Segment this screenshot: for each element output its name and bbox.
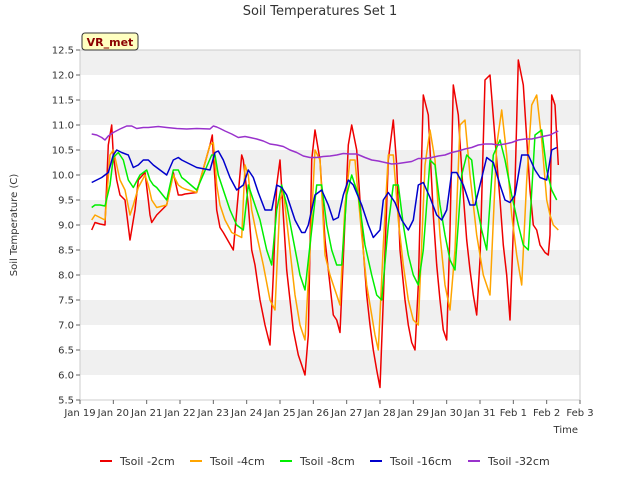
x-tick-label: Jan 19	[63, 408, 95, 419]
legend-label-tsoil-4cm: Tsoil -4cm	[209, 455, 265, 468]
background-bands	[80, 50, 580, 400]
site-label-text: VR_met	[87, 36, 134, 49]
x-axis-label: Time	[553, 425, 578, 436]
x-axis: Jan 19 Jan 20 Jan 21 Jan 22 Jan 23 Jan 24 Jan …	[63, 400, 594, 419]
x-tick-label: Jan 22	[163, 408, 195, 419]
y-tick-label: 8.0	[58, 271, 74, 282]
background-band	[80, 225, 580, 250]
background-band	[80, 250, 580, 275]
background-band	[80, 325, 580, 350]
background-band	[80, 200, 580, 225]
site-label-box	[81, 32, 139, 51]
series-line-tsoil-8cm	[91, 129, 558, 301]
x-tick-label: Jan 21	[130, 408, 162, 419]
legend-label-tsoil-16cm: Tsoil -16cm	[389, 455, 452, 468]
y-tick-label: 7.5	[58, 296, 74, 307]
legend-label-tsoil-2cm: Tsoil -2cm	[119, 455, 175, 468]
y-tick-label: 8.5	[58, 246, 74, 257]
background-band	[80, 375, 580, 400]
series-line-tsoil-16cm	[91, 146, 558, 239]
x-tick-label: Feb 2	[533, 408, 560, 419]
series-line-tsoil-4cm	[91, 94, 559, 351]
y-tick-label: 6.5	[58, 346, 74, 357]
x-tick-label: Feb 3	[566, 408, 593, 419]
y-tick-label: 10.5	[52, 146, 74, 157]
background-band	[80, 350, 580, 375]
x-tick-label: Jan 29	[397, 408, 429, 419]
y-tick-label: 7.0	[58, 321, 74, 332]
background-band	[80, 175, 580, 200]
y-tick-label: 12.0	[52, 71, 74, 82]
site-label-badge: VR_met	[81, 32, 139, 51]
x-tick-label: Jan 24	[230, 408, 262, 419]
legend-label-tsoil-8cm: Tsoil -8cm	[299, 455, 355, 468]
y-axis-label: Soil Temperature (C)	[9, 174, 20, 277]
y-tick-label: 11.0	[52, 121, 74, 132]
legend-label-tsoil-32cm: Tsoil -32cm	[487, 455, 550, 468]
y-tick-label: 10.0	[52, 171, 74, 182]
background-band	[80, 300, 580, 325]
y-tick-label: 6.0	[58, 371, 74, 382]
x-tick-label: Jan 28	[363, 408, 395, 419]
background-band	[80, 50, 580, 75]
y-tick-label: 11.5	[52, 96, 74, 107]
x-tick-label: Jan 27	[330, 408, 362, 419]
y-tick-label: 9.5	[58, 196, 74, 207]
chart-title: Soil Temperatures Set 1	[243, 4, 398, 19]
y-tick-label: 9.0	[58, 221, 74, 232]
series-lines	[91, 59, 560, 389]
x-tick-label: Feb 1	[500, 408, 527, 419]
y-tick-label: 12.5	[52, 46, 74, 57]
background-band	[80, 100, 580, 125]
x-tick-label: Jan 25	[263, 408, 295, 419]
x-tick-label: Jan 20	[97, 408, 129, 419]
y-tick-label: 5.5	[58, 396, 74, 407]
legend: Tsoil -2cm Tsoil -4cm Tsoil -8cm Tsoil -16c…	[100, 455, 550, 468]
y-axis: 5.5 6.0 6.5 7.0 7.5 8.0 8.5 9.0 9.5 10.0 10.5 11.0 1…	[52, 46, 80, 407]
x-tick-label: Jan 30	[430, 408, 462, 419]
series-line-tsoil-32cm	[91, 125, 559, 165]
x-tick-label: Jan 23	[197, 408, 229, 419]
background-band	[80, 75, 580, 100]
x-tick-label: Jan 31	[463, 408, 495, 419]
x-tick-label: Jan 26	[297, 408, 329, 419]
